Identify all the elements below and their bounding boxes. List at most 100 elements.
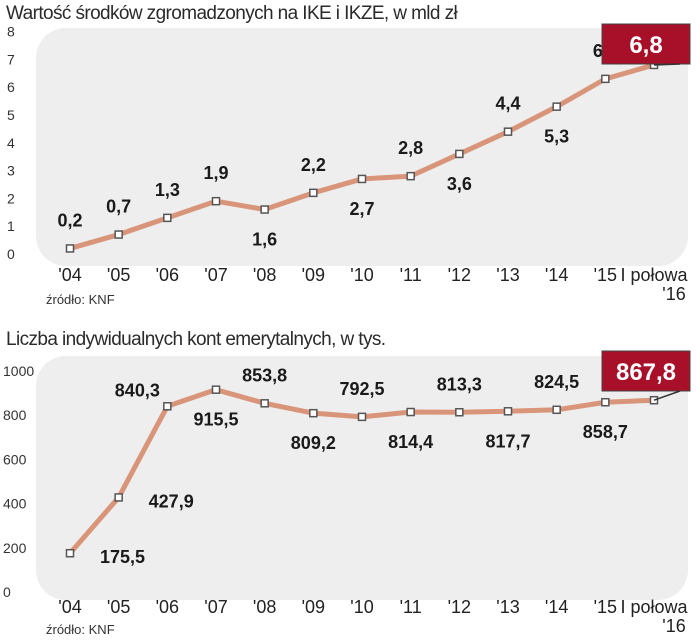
x-tick-label: '04 [58, 597, 81, 617]
data-label: 1,9 [203, 163, 228, 183]
chart-title: Liczba indywidualnych kont emerytalnych,… [6, 329, 385, 350]
data-label: 867,8 [616, 359, 676, 386]
chart-title: Wartość środków zgromadzonych na IKE i I… [6, 3, 458, 24]
data-label: 6,8 [629, 32, 662, 59]
data-point [601, 397, 610, 407]
data-label: 813,3 [437, 374, 482, 394]
y-tick-label: 5 [7, 107, 15, 123]
data-label: 858,7 [583, 422, 628, 442]
data-point [455, 408, 464, 417]
data-label: 0,7 [106, 197, 131, 217]
y-tick-label: 0 [7, 246, 15, 262]
data-point [455, 149, 464, 159]
highlight-box [601, 23, 691, 65]
data-label: 814,4 [388, 432, 433, 452]
x-tick-label: '07 [204, 597, 227, 617]
data-label: 1,6 [252, 230, 277, 250]
chart-panel-2: Liczba indywidualnych kont emerytalnych,… [3, 329, 691, 637]
x-tick-label: '08 [253, 265, 276, 285]
x-tick-label: '10 [350, 265, 373, 285]
y-tick-label: 1 [7, 218, 15, 234]
y-tick-label: 7 [7, 51, 15, 67]
data-label: 824,5 [534, 372, 579, 392]
highlight-box [601, 350, 691, 392]
y-tick-label: 0 [3, 584, 11, 600]
highlight-leader [653, 390, 681, 401]
x-tick-label: '05 [107, 597, 130, 617]
source-note: źródło: KNF [46, 292, 115, 307]
data-point [552, 405, 561, 415]
y-tick-label: 6 [7, 79, 15, 95]
data-label: 817,7 [485, 431, 530, 451]
data-point [65, 244, 75, 253]
data-label: 2,8 [398, 138, 423, 158]
data-point [114, 230, 123, 239]
data-point [260, 399, 269, 408]
data-point [163, 213, 172, 223]
y-tick-label: 200 [3, 540, 27, 556]
data-label: 175,5 [100, 547, 145, 567]
data-point [309, 408, 318, 418]
plot-background [36, 356, 688, 600]
x-tick-label: '06 [156, 265, 179, 285]
x-tick-label: '15 [594, 265, 617, 285]
chart-panel-1: Wartość środków zgromadzonych na IKE i I… [6, 3, 691, 307]
data-label: 915,5 [193, 410, 238, 430]
y-tick-label: 2 [7, 190, 15, 206]
x-tick-label: '13 [496, 597, 519, 617]
x-tick-label: '10 [350, 597, 373, 617]
x-tick-label: '14 [545, 597, 568, 617]
x-tick-label: '09 [302, 265, 325, 285]
x-tick-label: '07 [204, 265, 227, 285]
x-tick-label: I połowa '16 [620, 265, 688, 304]
x-tick-label: '06 [156, 597, 179, 617]
data-label: 3,6 [447, 174, 472, 194]
data-point [211, 385, 221, 394]
x-tick-label: '13 [496, 265, 519, 285]
data-point [114, 493, 123, 502]
data-point [309, 188, 318, 198]
data-label: 1,3 [155, 180, 180, 200]
x-tick-label: '04 [58, 265, 81, 285]
y-tick-label: 600 [3, 451, 27, 467]
x-tick-label: '05 [107, 265, 130, 285]
x-tick-label: '12 [448, 597, 471, 617]
x-tick-label: '08 [253, 597, 276, 617]
x-tick-label: '11 [400, 265, 422, 285]
y-tick-label: 400 [3, 496, 27, 512]
y-tick-label: 4 [7, 135, 15, 151]
data-point [163, 402, 172, 411]
y-tick-label: 8 [7, 24, 15, 40]
x-tick-label: '12 [448, 265, 471, 285]
data-label: 5,3 [544, 127, 569, 147]
data-label: 2,7 [349, 199, 374, 219]
data-point [65, 548, 75, 558]
y-tick-label: 3 [7, 163, 15, 179]
y-tick-label: 800 [3, 407, 27, 423]
data-label: 792,5 [339, 379, 384, 399]
data-label: 853,8 [242, 365, 287, 385]
data-label: 809,2 [291, 433, 336, 453]
source-note: źródło: KNF [46, 622, 115, 637]
data-point [552, 102, 561, 111]
data-label: 427,9 [149, 491, 194, 511]
x-tick-label: I połowa '16 [620, 597, 688, 636]
data-label: 2,2 [301, 155, 326, 175]
x-tick-label: '14 [545, 265, 568, 285]
data-point [406, 171, 415, 181]
highlight-leader [653, 63, 681, 66]
data-point [601, 74, 610, 84]
y-tick-label: 1000 [3, 363, 34, 379]
data-point [357, 174, 367, 184]
data-label: 840,3 [115, 380, 160, 400]
x-tick-label: '09 [302, 597, 325, 617]
x-tick-label: '11 [400, 597, 422, 617]
data-point [260, 205, 269, 214]
data-label: 4,4 [495, 94, 520, 114]
data-point [503, 407, 513, 416]
x-tick-label: '15 [594, 597, 617, 617]
data-label: 0,2 [57, 210, 82, 230]
data-point [211, 196, 221, 206]
data-point [503, 127, 513, 136]
